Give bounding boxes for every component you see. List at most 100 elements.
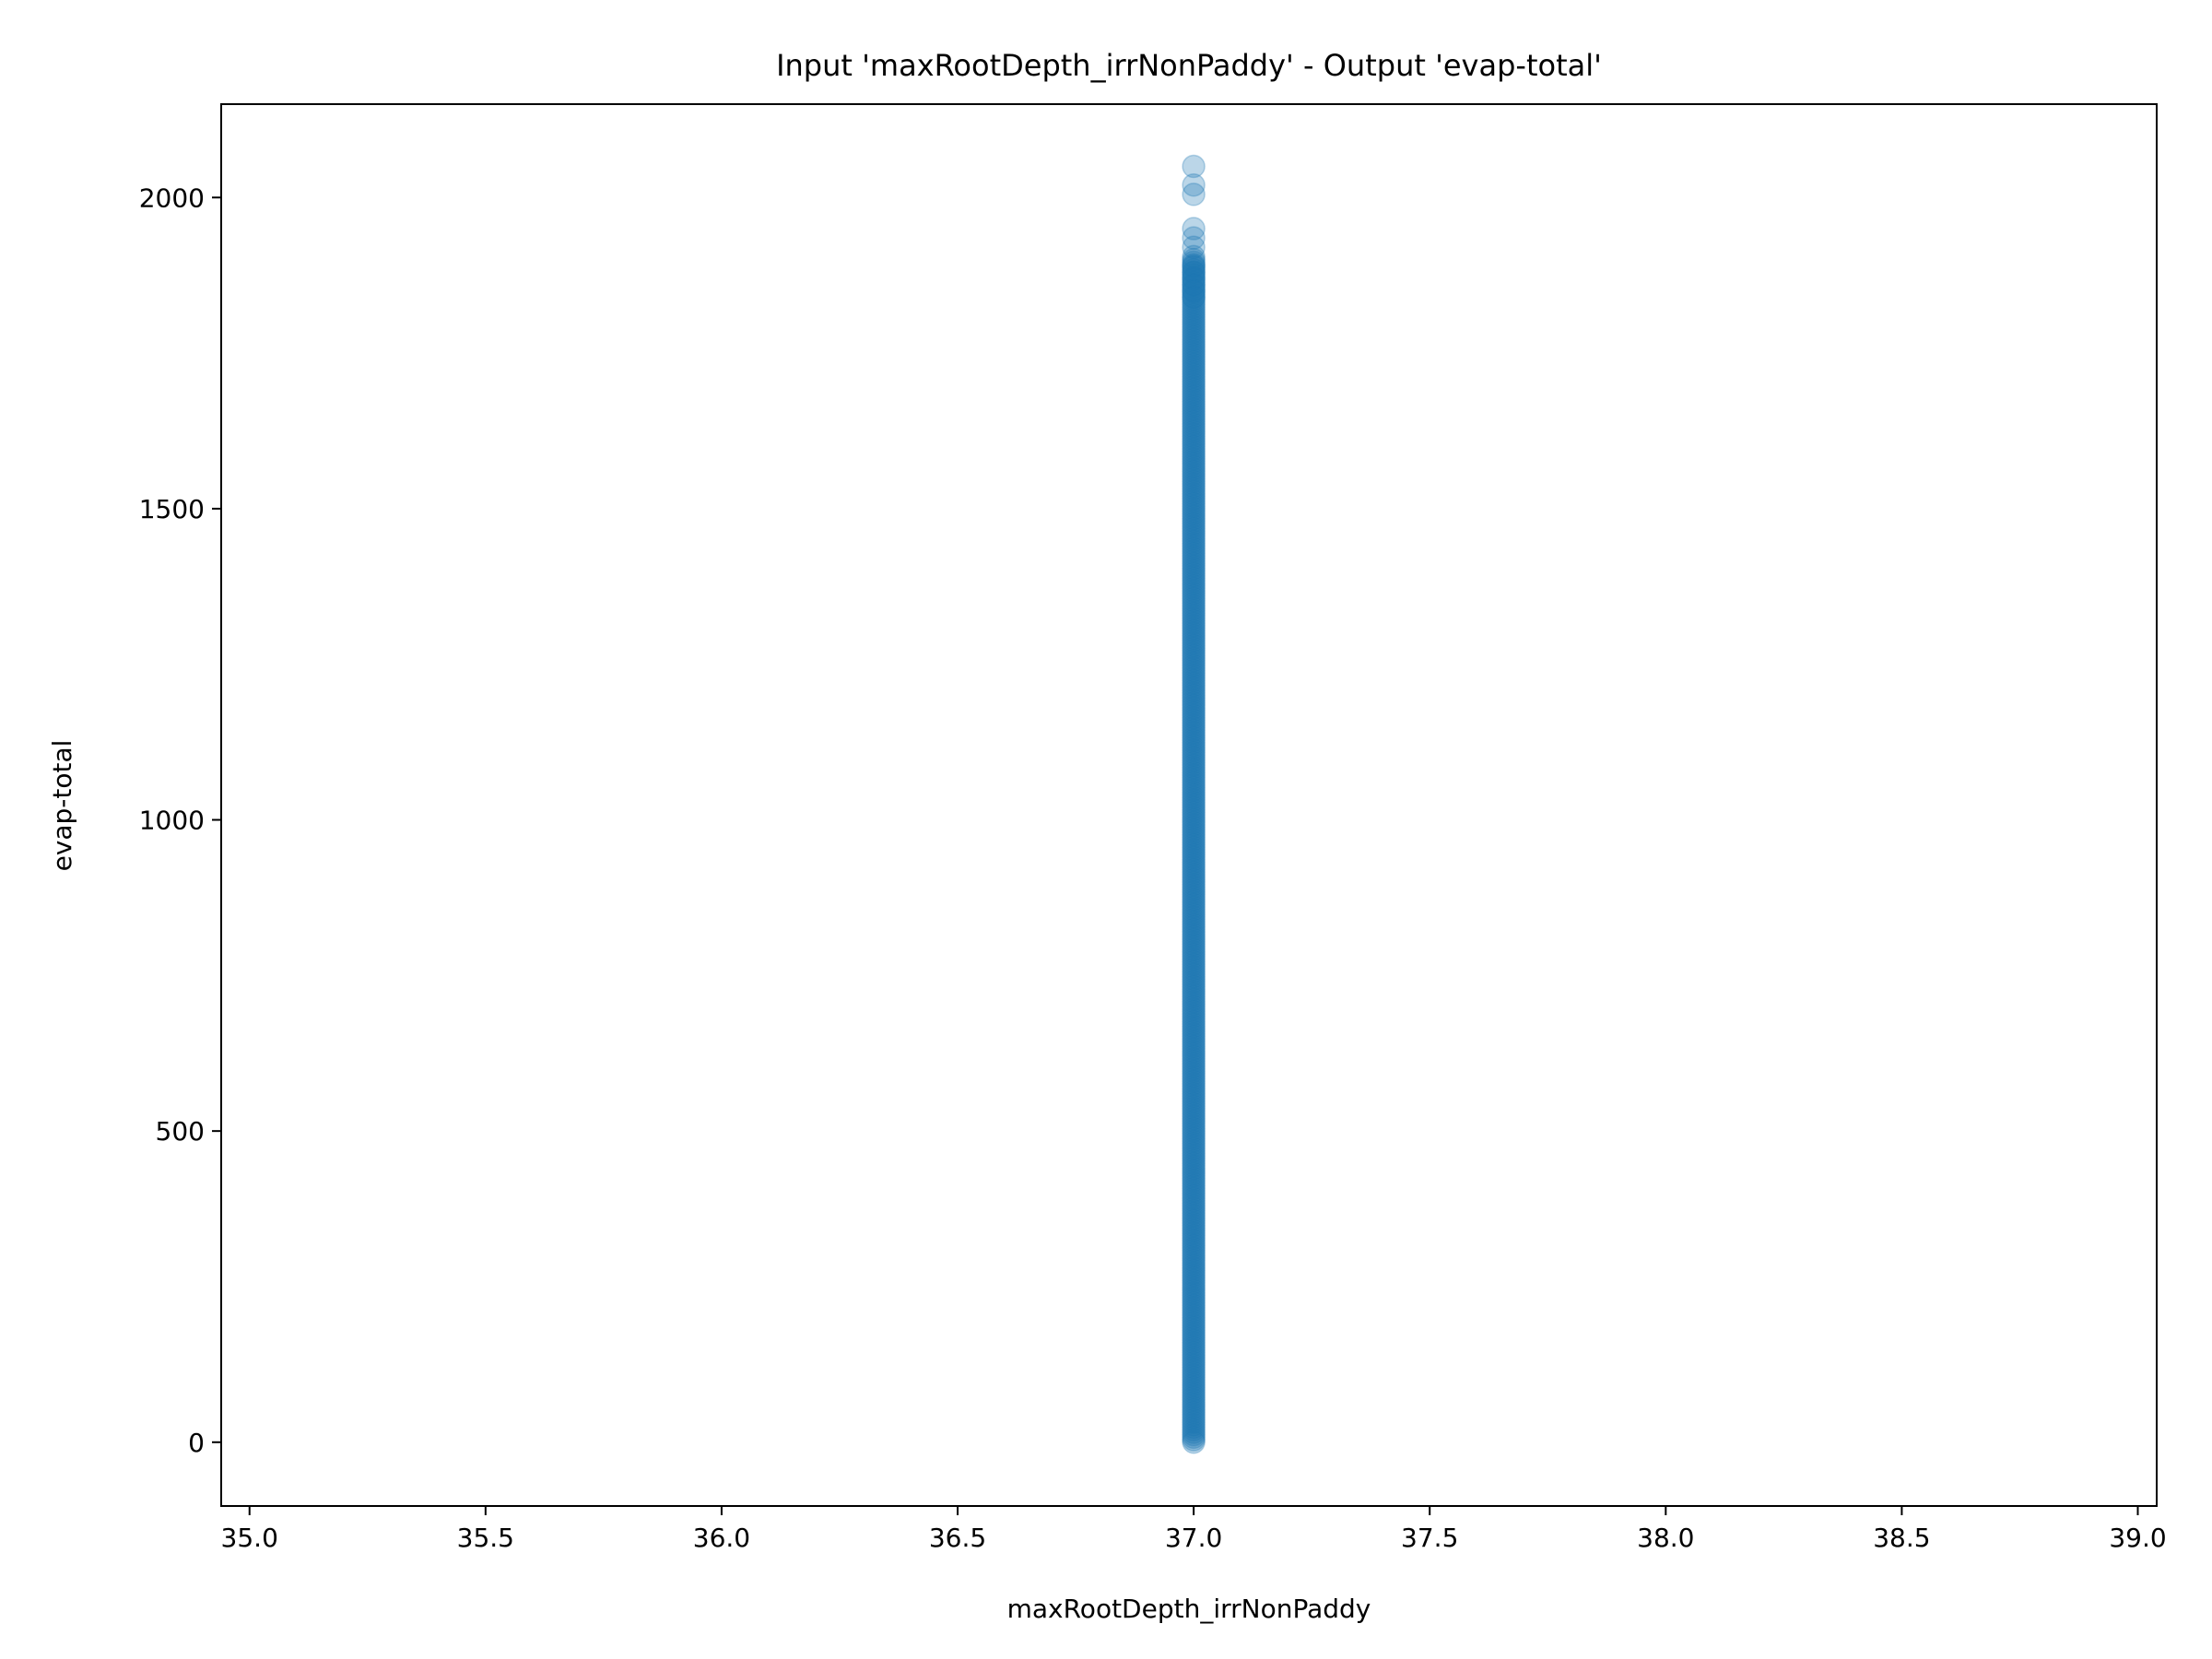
data-point (1182, 337, 1206, 361)
data-point (1182, 1156, 1206, 1181)
data-point (1182, 302, 1206, 326)
data-point (1182, 1099, 1206, 1124)
data-point (1182, 345, 1206, 369)
data-point (1182, 1323, 1206, 1347)
data-point (1182, 489, 1206, 513)
data-point (1182, 957, 1206, 982)
data-point (1182, 387, 1206, 411)
data-point (1182, 815, 1206, 840)
data-point (1182, 434, 1206, 459)
data-point (1182, 853, 1206, 877)
data-point (1182, 522, 1206, 546)
data-point (1182, 763, 1206, 787)
data-point (1182, 1418, 1206, 1442)
data-point (1182, 860, 1206, 885)
data-point (1182, 1014, 1206, 1039)
data-point (1182, 688, 1206, 712)
data-point (1182, 424, 1206, 449)
data-point (1182, 1119, 1206, 1143)
data-point (1182, 1179, 1206, 1203)
data-point (1182, 1089, 1206, 1113)
data-point (1182, 217, 1206, 241)
data-point (1182, 362, 1206, 386)
data-point (1182, 756, 1206, 780)
data-point (1182, 266, 1206, 290)
data-point (1182, 569, 1206, 593)
data-point (1182, 713, 1206, 737)
data-point (1182, 536, 1206, 560)
data-point (1182, 1204, 1206, 1228)
data-point (1182, 263, 1206, 287)
data-point (1182, 923, 1206, 947)
data-point (1182, 706, 1206, 730)
data-point (1182, 270, 1206, 294)
data-point (1182, 579, 1206, 603)
data-point (1182, 529, 1206, 553)
data-point (1182, 1216, 1206, 1241)
data-point (1182, 1395, 1206, 1419)
data-point (1182, 1087, 1206, 1111)
data-point (1182, 1253, 1206, 1277)
data-point (1182, 484, 1206, 509)
data-point (1182, 1407, 1206, 1432)
data-point (1182, 1022, 1206, 1046)
y-axis-ticks: 0 500 1000 1500 2000 (139, 182, 221, 1458)
data-point (1182, 1226, 1206, 1251)
data-point (1182, 1056, 1206, 1081)
data-point (1182, 544, 1206, 568)
data-point (1182, 782, 1206, 807)
data-point (1182, 437, 1206, 461)
data-point (1182, 673, 1206, 698)
data-point (1182, 917, 1206, 942)
data-point (1182, 636, 1206, 660)
data-point (1182, 785, 1206, 809)
data-point (1182, 1072, 1206, 1096)
data-point (1182, 1147, 1206, 1171)
data-point (1182, 1400, 1206, 1425)
data-point (1182, 733, 1206, 758)
data-point (1182, 825, 1206, 850)
data-point (1182, 924, 1206, 949)
data-point (1182, 1019, 1206, 1043)
data-point (1182, 982, 1206, 1006)
data-point (1182, 992, 1206, 1017)
data-point (1182, 551, 1206, 576)
data-point (1182, 1084, 1206, 1109)
data-point (1182, 1081, 1206, 1106)
data-point (1182, 778, 1206, 802)
data-point (1182, 539, 1206, 563)
data-point (1182, 273, 1206, 297)
data-point (1182, 1261, 1206, 1285)
data-point (1182, 469, 1206, 493)
data-point (1182, 681, 1206, 705)
x-tick-label: 38.0 (1637, 1523, 1694, 1553)
y-tick-label: 1000 (139, 806, 205, 836)
data-point (1182, 797, 1206, 822)
data-point (1182, 524, 1206, 548)
data-point (1182, 1330, 1206, 1355)
data-point (1182, 629, 1206, 653)
data-point (1182, 718, 1206, 743)
data-point (1182, 1353, 1206, 1377)
data-point (1182, 589, 1206, 613)
data-point (1182, 665, 1206, 690)
data-point (1182, 474, 1206, 499)
data-point (1182, 357, 1206, 382)
data-point (1182, 154, 1206, 179)
data-point (1182, 977, 1206, 1001)
data-point (1182, 772, 1206, 797)
data-point (1182, 547, 1206, 571)
data-point (1182, 320, 1206, 344)
data-point (1182, 412, 1206, 436)
data-point (1182, 1094, 1206, 1118)
data-point (1182, 1360, 1206, 1384)
data-point (1182, 323, 1206, 347)
data-point (1182, 399, 1206, 424)
data-point (1182, 447, 1206, 471)
data-point (1182, 643, 1206, 668)
data-point (1182, 541, 1206, 566)
data-point (1182, 984, 1206, 1009)
data-point (1182, 1415, 1206, 1440)
data-point (1182, 347, 1206, 371)
